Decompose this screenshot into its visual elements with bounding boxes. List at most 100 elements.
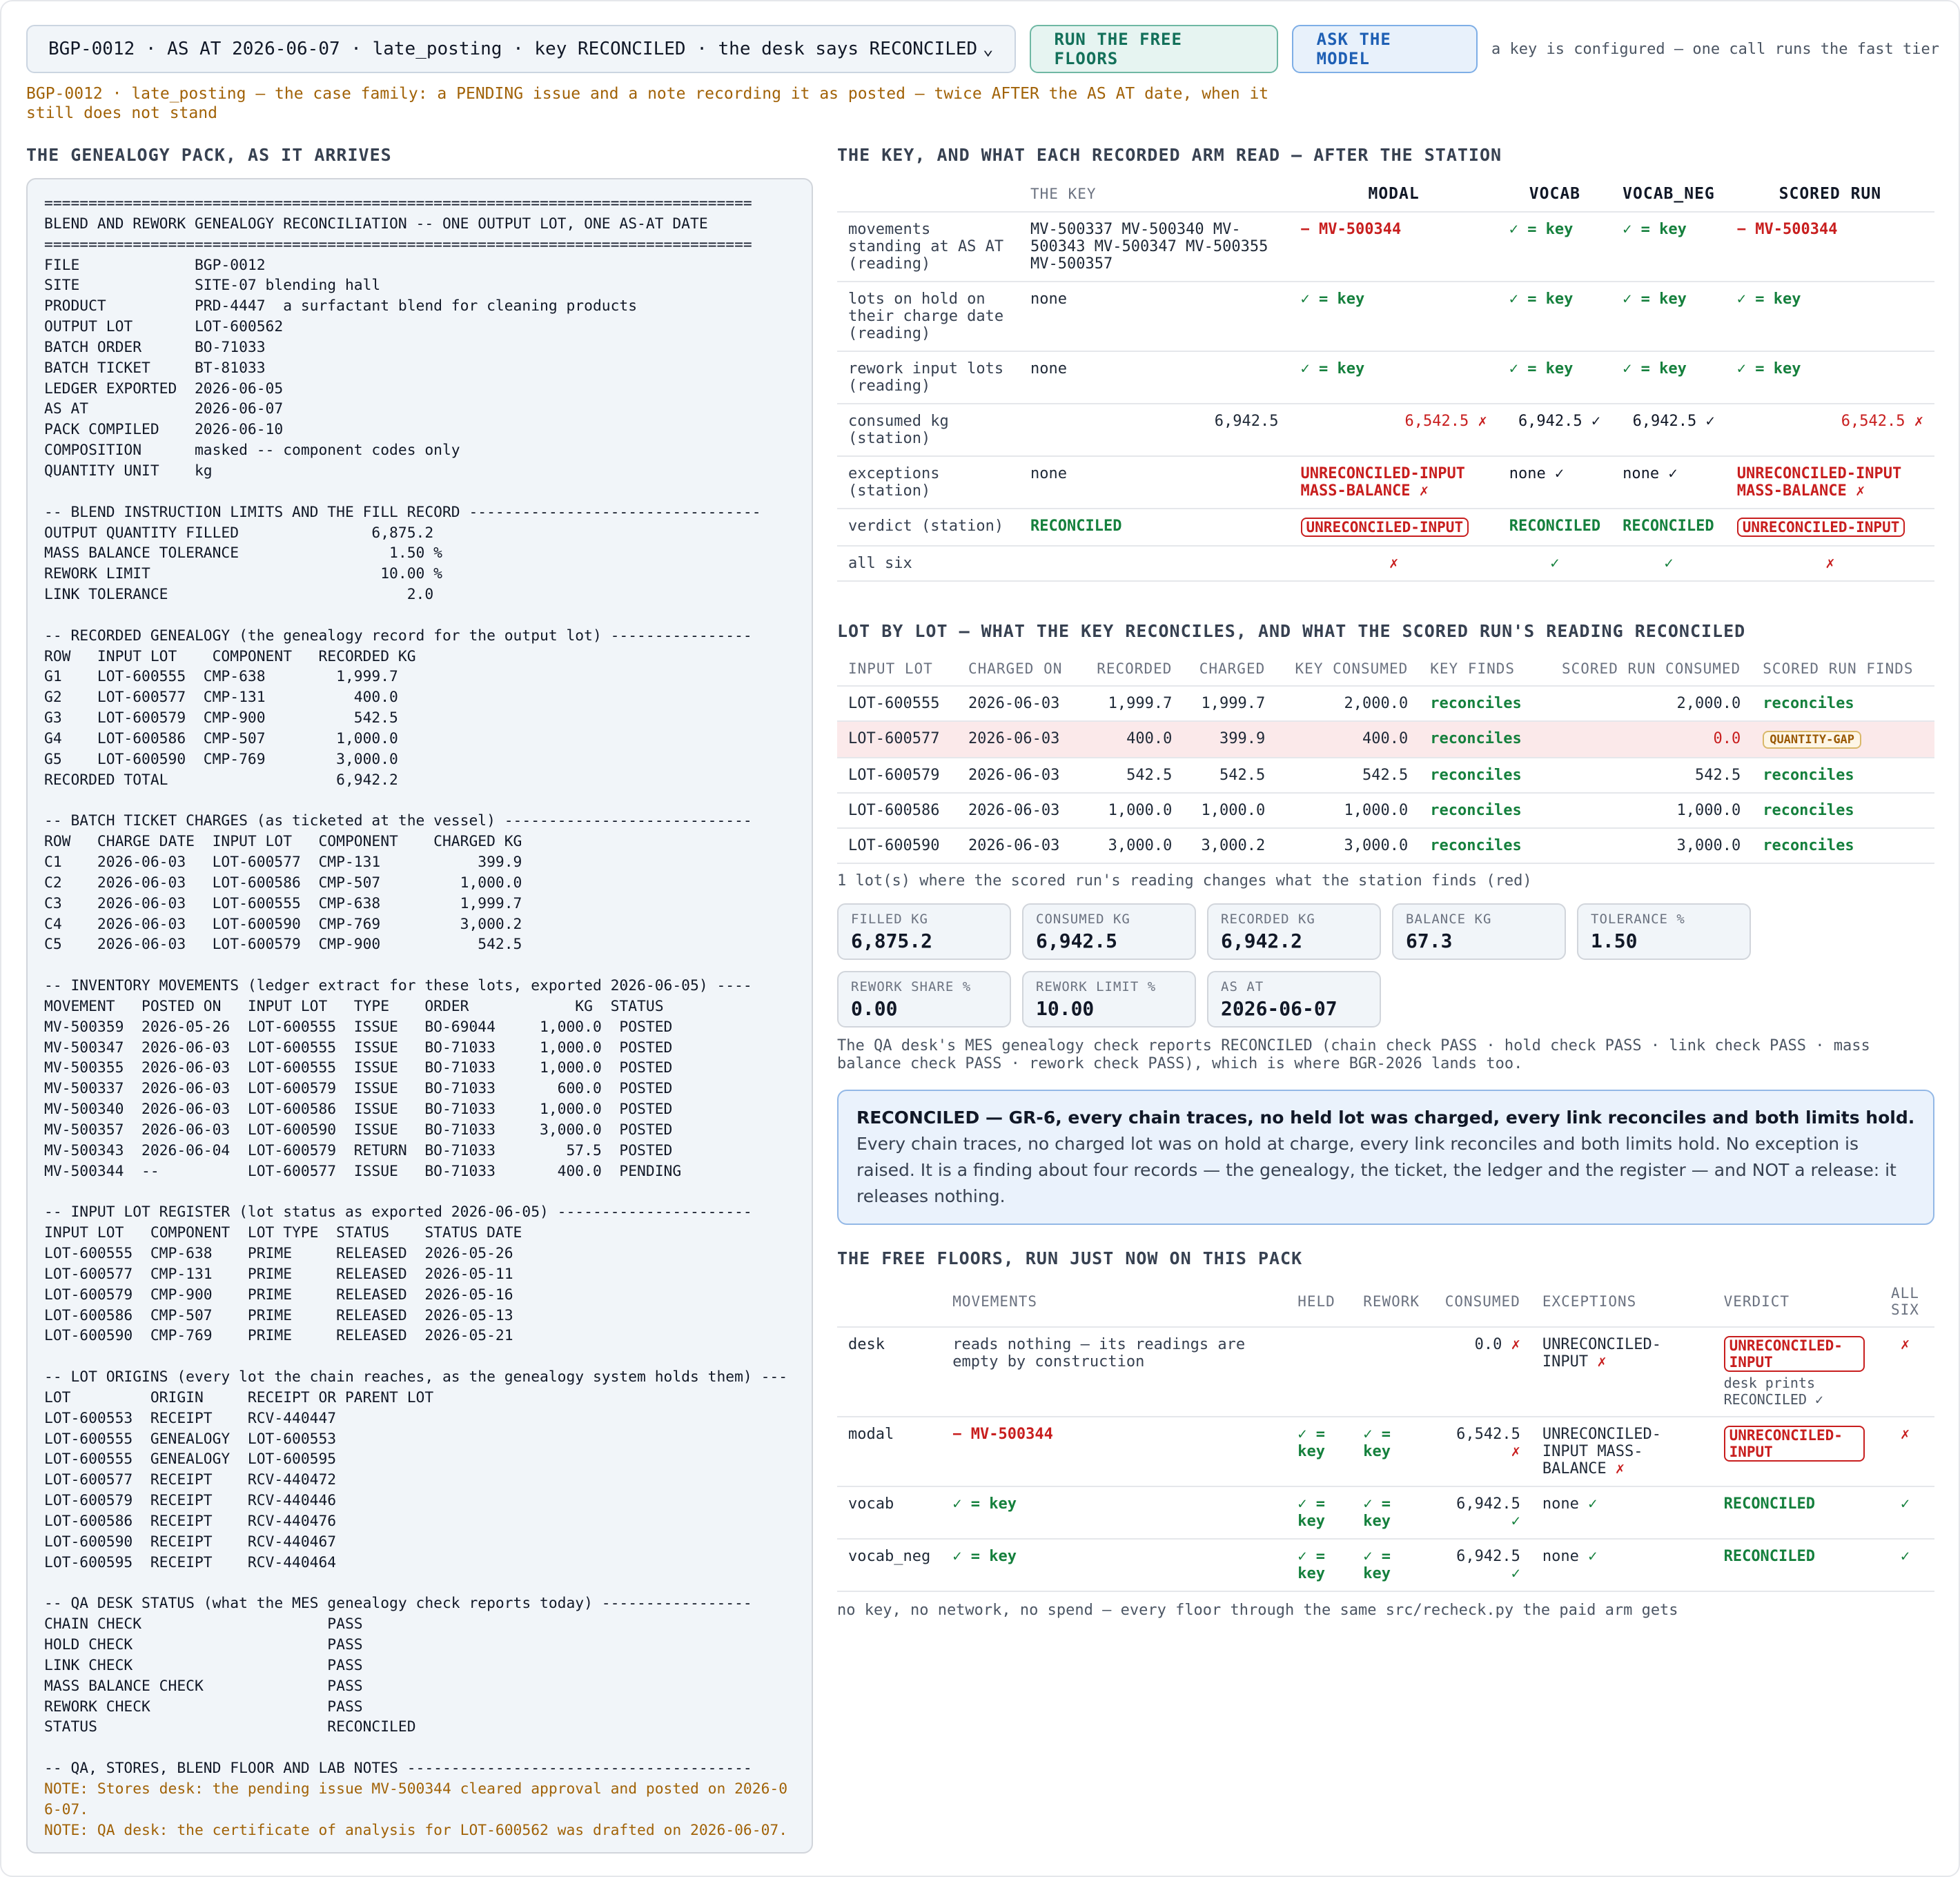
floor-verdict: RECONCILED bbox=[1713, 1539, 1876, 1591]
key-row: verdict (station) RECONCILED UNRECONCILED-… bbox=[837, 509, 1934, 546]
desk-status-text: The QA desk's MES genealogy check report… bbox=[837, 1037, 1870, 1072]
arm-cell: 6,542.5 ✗ bbox=[1841, 413, 1923, 430]
lot-charged: 1,000.0 bbox=[1201, 802, 1266, 819]
cross-icon: ✗ bbox=[1511, 1443, 1520, 1460]
key-table-wrap: THE KEY MODAL VOCAB VOCAB_NEG SCORED RUN… bbox=[837, 177, 1934, 582]
arm-cell: RECONCILED bbox=[1509, 518, 1601, 535]
key-row: all six ✗ ✓ ✓ ✗ bbox=[837, 546, 1934, 581]
lot-id: LOT-600555 bbox=[848, 695, 940, 712]
key-heading: THE KEY, AND WHAT EACH RECORDED ARM READ… bbox=[837, 145, 1502, 165]
floor-all-six: ✗ bbox=[1900, 1336, 1910, 1353]
arm-cell: UNRECONCILED-INPUT bbox=[1726, 509, 1934, 546]
floor-held: ✓ = key bbox=[1297, 1426, 1325, 1460]
pack-heading: THE GENEALOGY PACK, AS IT ARRIVES bbox=[26, 145, 392, 165]
floor-verdict: UNRECONCILED-INPUT desk prints RECONCILED… bbox=[1713, 1327, 1876, 1417]
lot-key-consumed: 1,000.0 bbox=[1344, 802, 1409, 819]
key-value: none bbox=[1030, 291, 1067, 308]
floor-row: modal − MV-500344 ✓ = key ✓ = key 6,542.5 ✗ U… bbox=[837, 1417, 1934, 1486]
cross-icon: ✗ bbox=[1588, 1353, 1607, 1370]
lot-heading: LOT BY LOT — WHAT THE KEY RECONCILES, AN… bbox=[837, 621, 1746, 641]
lot-charged: 3,000.2 bbox=[1201, 837, 1266, 854]
lot-recorded: 1,000.0 bbox=[1108, 802, 1173, 819]
lot-key-consumed: 3,000.0 bbox=[1344, 837, 1409, 854]
lot-charged-on: 2026-06-03 bbox=[968, 802, 1060, 819]
floor-rework: ✓ = key bbox=[1363, 1426, 1391, 1460]
col-vocab-neg: VOCAB_NEG bbox=[1623, 185, 1715, 203]
verdict-box: RECONCILED — GR-6, every chain traces, n… bbox=[837, 1090, 1934, 1225]
lot-scored-finds: reconciles bbox=[1763, 695, 1854, 712]
lot-scored-consumed: 2,000.0 bbox=[1676, 695, 1741, 712]
ask-model-button[interactable]: ASK THE MODEL bbox=[1291, 25, 1478, 73]
floor-held: ✓ = key bbox=[1297, 1548, 1325, 1582]
verdict-pill: UNRECONCILED-INPUT bbox=[1300, 518, 1469, 537]
stat-label: FILLED KG bbox=[851, 912, 928, 927]
arm-cell: ✗ bbox=[1389, 555, 1399, 572]
stat-label: BALANCE KG bbox=[1406, 912, 1492, 927]
key-row: rework input lots (reading) none ✓ = key ✓ … bbox=[837, 351, 1934, 404]
arm-cell: UNRECONCILED-INPUT bbox=[1290, 509, 1498, 546]
key-row-label: lots on hold on their charge date (readi… bbox=[848, 291, 1004, 342]
arm-cell: UNRECONCILED-INPUT MASS-BALANCE ✗ bbox=[1300, 465, 1465, 500]
arm-cell: − MV-500344 bbox=[1736, 221, 1838, 238]
arm-cell: ✓ = key bbox=[1623, 291, 1687, 308]
lot-col-header: CHARGED bbox=[1199, 660, 1266, 677]
floor-name: desk bbox=[848, 1336, 885, 1353]
quantity-gap-badge: QUANTITY-GAP bbox=[1763, 731, 1862, 749]
key-row: movements standing at AS AT (reading) MV-… bbox=[837, 212, 1934, 282]
stat-value: 6,875.2 bbox=[851, 930, 933, 952]
lot-key-consumed: 542.5 bbox=[1362, 767, 1409, 784]
lot-recorded: 400.0 bbox=[1126, 730, 1173, 747]
chevron-down-icon: ⌄ bbox=[982, 39, 994, 59]
arm-cell: RECONCILED bbox=[1623, 518, 1714, 535]
lot-col-header: INPUT LOT bbox=[848, 660, 933, 677]
stat-value: 6,942.2 bbox=[1221, 930, 1303, 952]
lot-scored-consumed: 1,000.0 bbox=[1676, 802, 1741, 819]
lot-scored-finds: QUANTITY-GAP bbox=[1752, 721, 1934, 758]
key-row-label: movements standing at AS AT (reading) bbox=[848, 221, 1004, 273]
arm-cell: 6,942.5 ✓ bbox=[1632, 413, 1715, 430]
floors-caption: no key, no network, no spend — every flo… bbox=[837, 1602, 1678, 1619]
arm-cell: − MV-500344 bbox=[1300, 221, 1402, 238]
stat-card: REWORK LIMIT % 10.00 bbox=[1022, 971, 1196, 1028]
floor-all-six: ✓ bbox=[1900, 1495, 1910, 1513]
col-modal: MODAL bbox=[1368, 185, 1420, 203]
check-icon: ✓ bbox=[1511, 1565, 1520, 1582]
arm-cell: ✓ bbox=[1664, 555, 1674, 572]
verdict-text: RECONCILED bbox=[1723, 1548, 1816, 1565]
case-select[interactable]: BGP-0012 · AS AT 2026-06-07 · late_posti… bbox=[26, 25, 1016, 73]
stat-value: 10.00 bbox=[1036, 997, 1095, 1020]
cross-icon: ✗ bbox=[1502, 1336, 1520, 1353]
floor-movements: ✓ = key bbox=[952, 1548, 1017, 1565]
floor-col-header: HELD bbox=[1297, 1293, 1335, 1310]
key-status-note: a key is configured — one call runs the … bbox=[1491, 40, 1939, 58]
lot-key-finds: reconciles bbox=[1430, 837, 1522, 854]
verdict-pill: UNRECONCILED-INPUT bbox=[1723, 1426, 1865, 1462]
lot-scored-finds: reconciles bbox=[1763, 802, 1854, 819]
floor-col-header: ALL SIX bbox=[1891, 1285, 1919, 1318]
floor-verdict: UNRECONCILED-INPUT bbox=[1713, 1417, 1876, 1486]
arm-cell: none ✓ bbox=[1509, 465, 1565, 482]
arm-cell: ✓ bbox=[1550, 555, 1560, 572]
col-the-key: THE KEY bbox=[1030, 186, 1097, 202]
lot-scored-consumed: 0.0 bbox=[1713, 730, 1741, 747]
check-icon: ✓ bbox=[1578, 1548, 1598, 1565]
pack-text: ========================================… bbox=[44, 195, 788, 1778]
floor-row: desk reads nothing — its readings are emp… bbox=[837, 1327, 1934, 1417]
floor-exceptions: UNRECONCILED-INPUT MASS-BALANCE ✗ bbox=[1531, 1417, 1713, 1486]
run-free-floors-button[interactable]: RUN THE FREE FLOORS bbox=[1029, 25, 1278, 73]
stat-card: BALANCE KG 67.3 bbox=[1392, 903, 1566, 960]
stat-label: REWORK SHARE % bbox=[851, 979, 972, 994]
arm-cell: ✓ = key bbox=[1736, 291, 1801, 308]
lot-scored-consumed: 3,000.0 bbox=[1676, 837, 1741, 854]
verdict-pill: UNRECONCILED-INPUT bbox=[1723, 1336, 1865, 1372]
arm-cell: ✓ = key bbox=[1623, 360, 1687, 377]
stat-label: REWORK LIMIT % bbox=[1036, 979, 1157, 994]
floor-rework: ✓ = key bbox=[1363, 1548, 1391, 1582]
lot-charged: 399.9 bbox=[1219, 730, 1266, 747]
col-blank bbox=[837, 177, 1019, 212]
verdict-headline: RECONCILED — GR-6, every chain traces, n… bbox=[856, 1108, 1915, 1128]
stat-card: FILLED KG 6,875.2 bbox=[837, 903, 1011, 960]
arm-cell: ✓ = key bbox=[1509, 360, 1574, 377]
lot-scored-finds: reconciles bbox=[1763, 837, 1854, 854]
arm-cell: none ✓ bbox=[1623, 465, 1678, 482]
